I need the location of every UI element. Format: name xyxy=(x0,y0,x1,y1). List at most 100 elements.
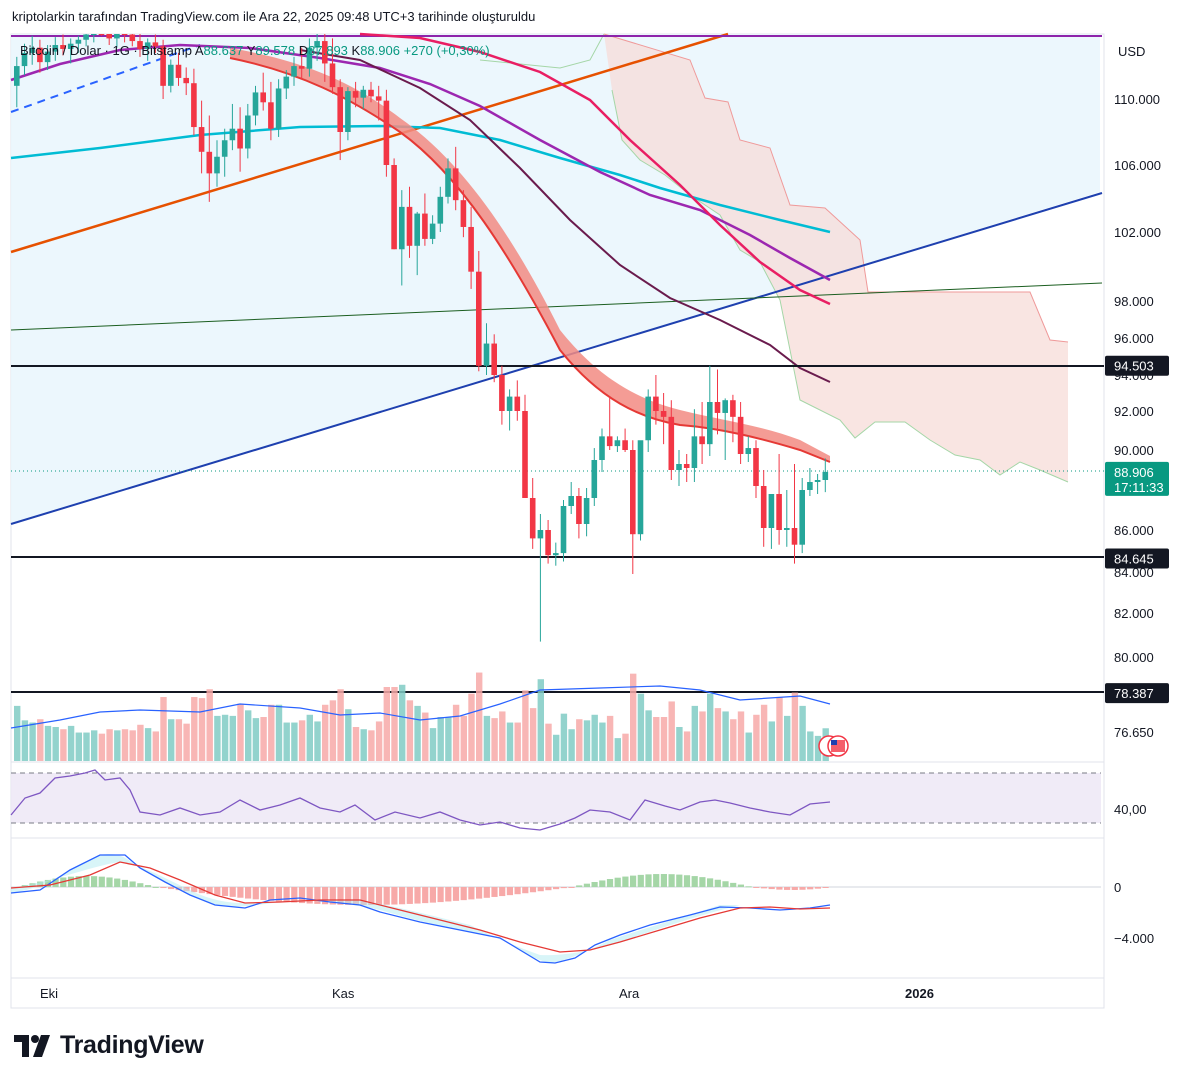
candle-body xyxy=(591,460,598,498)
macd-hist-bar xyxy=(707,878,714,887)
candle-body xyxy=(622,440,628,450)
candle xyxy=(807,468,813,496)
candle-body xyxy=(260,92,266,103)
macd-hist-bar xyxy=(760,887,768,889)
macd-hist-bar xyxy=(637,874,644,887)
volume-bar xyxy=(391,687,398,761)
volume-bar xyxy=(776,697,783,761)
volume-bar xyxy=(52,727,59,761)
macd-hist-bar xyxy=(75,876,82,887)
price-tick: 80.000 xyxy=(1114,650,1154,665)
volume-bar xyxy=(29,722,36,761)
macd-hist-bar xyxy=(114,878,121,887)
volume-bar xyxy=(691,705,698,761)
macd-hist-bar xyxy=(314,887,321,904)
candle xyxy=(291,56,297,86)
macd-hist-bar xyxy=(468,887,475,900)
candle xyxy=(768,494,775,549)
macd-hist-bar xyxy=(452,887,460,901)
macd-hist-bar xyxy=(791,887,798,890)
candle-body xyxy=(707,402,713,445)
price-tick: 92.000 xyxy=(1114,404,1154,419)
volume-bar xyxy=(506,722,514,761)
candle xyxy=(183,67,189,96)
volume-bar xyxy=(522,690,529,761)
candle xyxy=(468,206,474,289)
volume-bar xyxy=(168,719,175,761)
candle xyxy=(637,440,644,541)
price-tag[interactable]: 78.387 xyxy=(1105,683,1169,704)
ichimoku-cloud-upper xyxy=(604,34,1068,482)
macd-hist-bar xyxy=(522,887,529,894)
tradingview-logo-text: TradingView xyxy=(60,1031,204,1059)
macd-hist-bar xyxy=(260,887,267,901)
macd-hist-bar xyxy=(630,875,637,887)
price-tag-label: 94.503 xyxy=(1114,359,1154,374)
volume-bar xyxy=(730,719,737,761)
candle xyxy=(553,542,559,566)
candle xyxy=(606,396,613,450)
currency-label[interactable]: USD xyxy=(1118,44,1146,59)
volume-bar xyxy=(37,719,44,761)
price-tag-bg xyxy=(1105,355,1169,376)
candle-body xyxy=(245,115,251,149)
trendline-green[interactable] xyxy=(10,282,1103,331)
volume-bar xyxy=(191,697,198,761)
candle-body xyxy=(452,168,459,201)
trendline-blue[interactable] xyxy=(10,192,1103,525)
legend-symbol[interactable]: Bitcoin / Dolar · 1G · Bitstamp xyxy=(20,43,192,58)
candle-body xyxy=(522,411,528,498)
candle-body xyxy=(399,206,405,250)
price-tick: 86.000 xyxy=(1114,523,1154,538)
volume-bar xyxy=(137,724,144,761)
macd-hist-bar xyxy=(599,880,606,887)
candle-body xyxy=(98,34,105,35)
macd-hist-bar xyxy=(422,887,429,904)
volume-bar xyxy=(375,721,383,761)
volume-bar xyxy=(676,727,683,761)
candle xyxy=(653,375,659,425)
candle xyxy=(599,428,605,472)
volume-bar xyxy=(314,721,321,761)
candle-body xyxy=(83,34,89,40)
candle xyxy=(760,470,767,547)
volume-bar xyxy=(760,704,768,761)
candle-body xyxy=(221,140,228,157)
time-tick-ara: Ara xyxy=(619,986,640,1001)
candles xyxy=(14,34,829,642)
candle-body xyxy=(268,102,274,129)
event-flag-icon[interactable] xyxy=(818,735,849,757)
price-tag[interactable]: 84.645 xyxy=(1105,548,1169,569)
price-tag[interactable]: 94.503 xyxy=(1105,355,1169,376)
candle-body xyxy=(152,42,159,47)
volume-bar xyxy=(483,715,491,761)
macd-hist-bar xyxy=(691,876,698,887)
trendline-orange[interactable] xyxy=(10,32,729,254)
candle xyxy=(545,520,551,564)
macd-hist-bar xyxy=(568,887,575,888)
trendline-blue-dashed[interactable] xyxy=(10,44,201,113)
tradingview-logo[interactable]: TradingView xyxy=(14,1031,204,1060)
candle xyxy=(137,34,143,57)
ma-crimson xyxy=(359,32,831,306)
volume-bar xyxy=(737,711,745,761)
volume-bar xyxy=(198,698,206,761)
candle xyxy=(776,454,782,545)
candle-body xyxy=(753,448,759,486)
candle xyxy=(206,115,213,202)
volume-bar xyxy=(784,715,791,761)
macd-hist-bar xyxy=(252,887,259,900)
candle xyxy=(121,34,128,43)
volume-bar xyxy=(637,693,645,761)
trend-lines xyxy=(10,32,1103,525)
macd-hist-bar xyxy=(121,879,128,887)
ichimoku-span-b-lower xyxy=(611,89,1069,483)
candle xyxy=(429,215,436,245)
candle-body xyxy=(175,64,182,78)
volume-bar xyxy=(568,729,575,761)
volume-bar xyxy=(206,689,213,761)
volume-bar xyxy=(75,732,82,761)
macd-hist-bar xyxy=(622,876,629,887)
